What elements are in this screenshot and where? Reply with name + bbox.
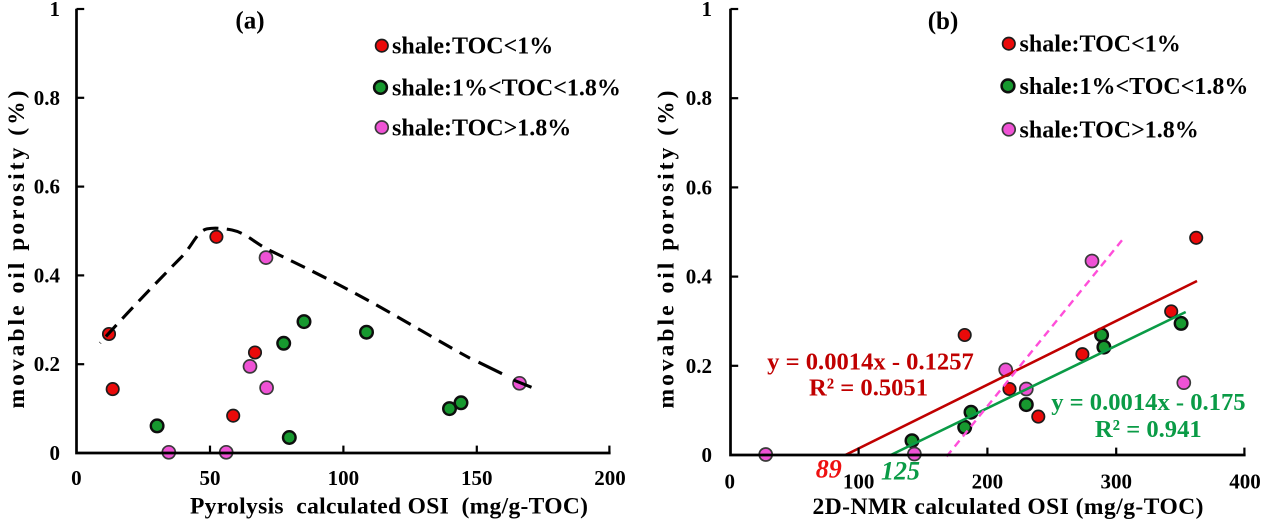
svg-text:shale:1%<TOC<1.8%: shale:1%<TOC<1.8% [1020,74,1249,100]
svg-text:300: 300 [1100,470,1132,494]
svg-text:50: 50 [200,466,221,490]
svg-text:0: 0 [50,441,61,465]
svg-text:shale:TOC>1.8%: shale:TOC>1.8% [392,115,571,141]
svg-text:shale:1%<TOC<1.8%: shale:1%<TOC<1.8% [392,75,621,101]
svg-text:0.4: 0.4 [686,265,713,289]
svg-text:0.8: 0.8 [34,86,60,110]
svg-text:125: 125 [881,456,920,485]
svg-text:0.6: 0.6 [686,175,712,199]
svg-text:R² = 0.941: R² = 0.941 [1095,416,1202,443]
svg-text:shale:TOC<1%: shale:TOC<1% [392,34,553,60]
svg-text:200: 200 [972,470,1004,494]
svg-text:shale:TOC>1.8%: shale:TOC>1.8% [1020,117,1199,143]
svg-text:1: 1 [702,0,713,21]
svg-text:400: 400 [1229,470,1261,494]
svg-text:y = 0.0014x - 0.175: y = 0.0014x - 0.175 [1051,389,1245,416]
svg-text:(b): (b) [928,8,959,35]
svg-text:0: 0 [71,466,82,490]
svg-text:0.2: 0.2 [686,354,712,378]
svg-text:89: 89 [816,455,842,484]
svg-text:200: 200 [594,466,626,490]
svg-text:y = 0.0014x - 0.1257: y = 0.0014x - 0.1257 [767,349,974,376]
svg-text:0: 0 [702,443,713,467]
svg-text:150: 150 [461,466,493,490]
svg-text:Pyrolysis calculated OSI (mg: Pyrolysis calculated OSI (mg/g-TOC) [190,494,588,520]
svg-text:(a): (a) [235,8,264,35]
svg-text:shale:TOC<1%: shale:TOC<1% [1020,32,1181,58]
svg-text:R² = 0.5051: R² = 0.5051 [809,375,928,402]
svg-text:movable oil porosity (%): movable oil porosity (%) [4,91,30,409]
svg-text:1: 1 [50,0,61,21]
svg-text:0.4: 0.4 [34,263,61,287]
svg-text:100: 100 [328,466,360,490]
svg-text:0.6: 0.6 [34,175,60,199]
svg-text:0.2: 0.2 [34,352,60,376]
svg-text:0: 0 [725,470,736,494]
svg-text:100: 100 [843,470,875,494]
svg-text:0.8: 0.8 [686,86,712,110]
svg-text:2D-NMR calculated OSI (mg/g-TO: 2D-NMR calculated OSI (mg/g-TOC) [813,494,1204,520]
svg-text:movable oil porosity (%): movable oil porosity (%) [654,91,680,409]
